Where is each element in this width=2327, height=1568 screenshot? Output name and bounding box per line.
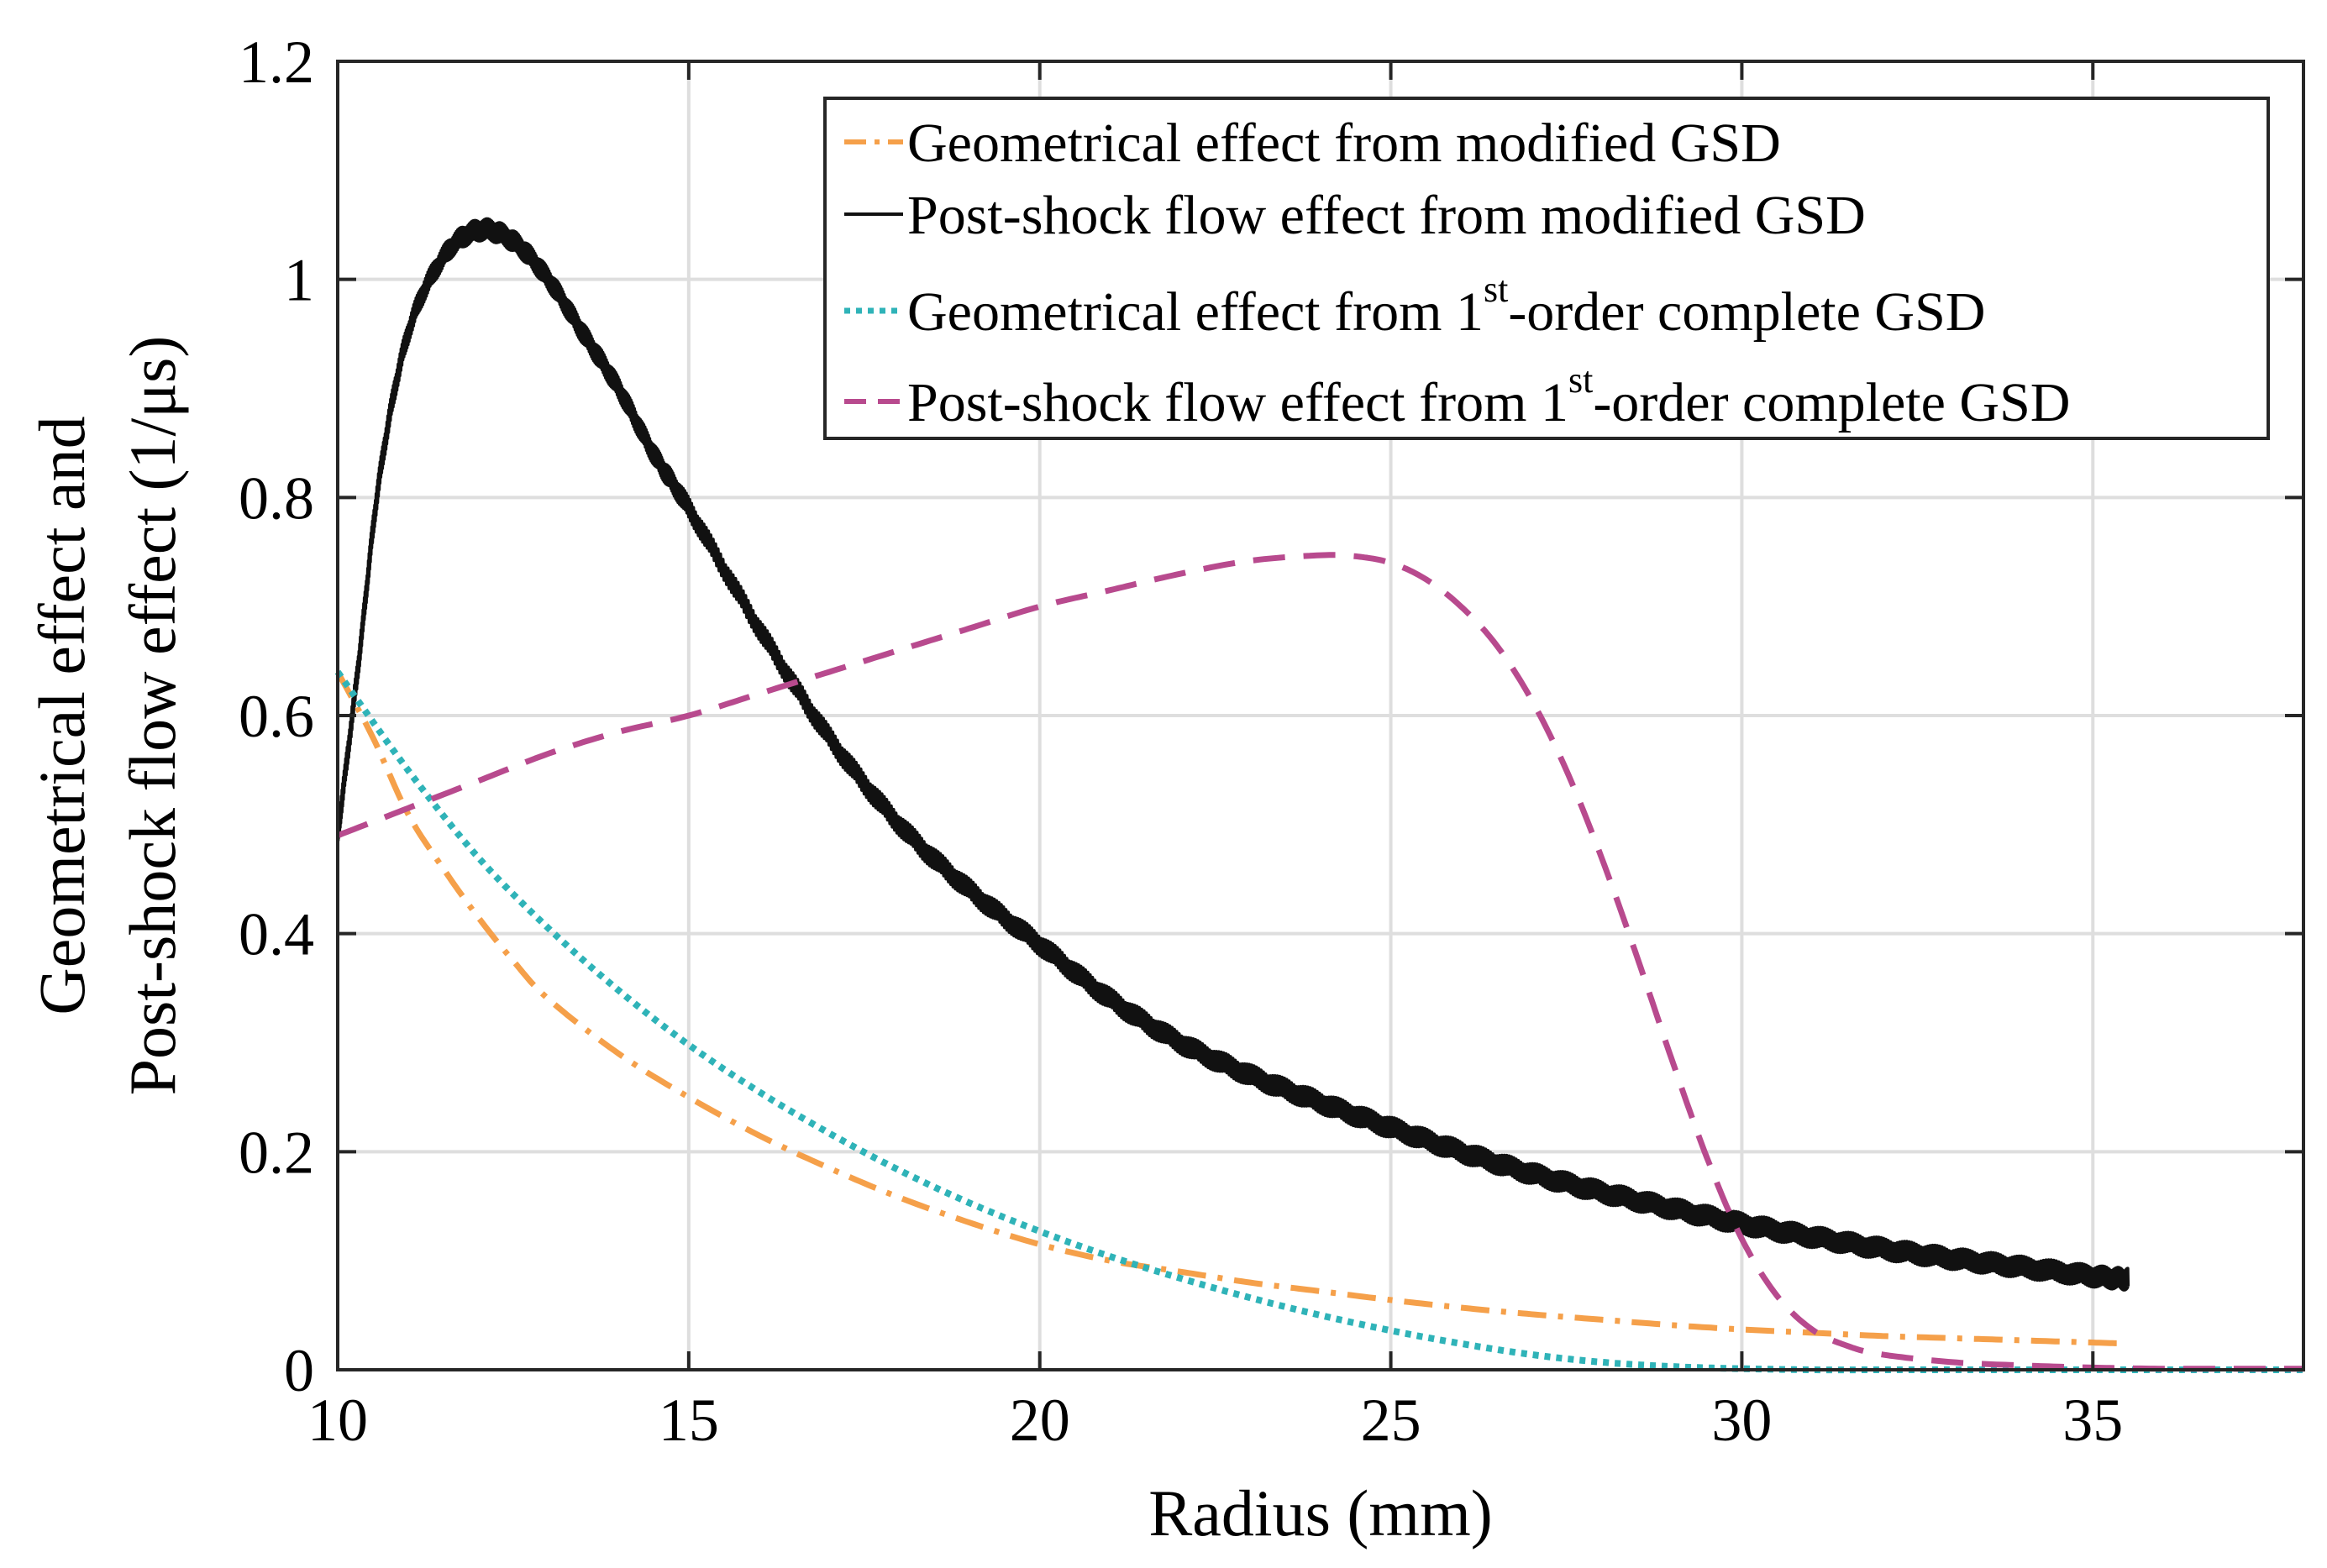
- y-tick-label: 0.4: [239, 901, 314, 968]
- tick-labels: 10 15 20 25 30 35 0 0.2 0.4 0.6 0.8 1 1.2: [239, 29, 2123, 1454]
- y-tick-label: 0.8: [239, 464, 314, 532]
- legend-box: [823, 97, 2270, 440]
- legend: Geometrical effect from modified GSD Pos…: [823, 97, 2270, 440]
- series-line-geo_first: [334, 669, 2305, 1374]
- series-layer: [334, 217, 2305, 1374]
- legend-label-geometrical-modified: Geometrical effect from modified GSD: [907, 113, 1781, 174]
- y-tick-label: 1: [284, 247, 314, 314]
- y-tick-label: 1.2: [239, 29, 314, 96]
- legend-label-geometrical-first-order-main: Geometrical effect from 1: [907, 281, 1484, 343]
- x-tick-label: 35: [2062, 1387, 2123, 1454]
- y-axis-label: Geometrical effect and Post-shock flow e…: [25, 336, 189, 1096]
- y-tick-label: 0: [284, 1337, 314, 1404]
- y-axis-label-line1: Geometrical effect and: [25, 416, 98, 1015]
- x-tick-label: 10: [307, 1387, 368, 1454]
- x-tick-label: 20: [1010, 1387, 1070, 1454]
- ticks: [336, 60, 2303, 1371]
- legend-label-postshock-first-order: Post-shock flow effect from 1st-order co…: [907, 359, 2070, 433]
- legend-label-geometrical-first-order-tail: -order complete GSD: [1508, 281, 1985, 343]
- x-tick-label: 30: [1711, 1387, 1772, 1454]
- x-tick-label: 25: [1361, 1387, 1421, 1454]
- legend-label-postshock-first-order-sup: st: [1568, 359, 1593, 401]
- series-line-flow_first: [336, 552, 2304, 1372]
- x-axis-label: Radius (mm): [1148, 1476, 1492, 1550]
- legend-label-geometrical-first-order-sup: st: [1484, 269, 1508, 310]
- legend-label-postshock-first-order-main: Post-shock flow effect from 1: [907, 372, 1568, 433]
- y-tick-label: 0.6: [239, 683, 314, 750]
- y-axis-label-line2: Post-shock flow effect (1/μs): [116, 336, 189, 1096]
- legend-label-geometrical-first-order: Geometrical effect from 1st-order comple…: [907, 269, 1985, 343]
- x-tick-label: 15: [659, 1387, 719, 1454]
- legend-label-postshock-first-order-tail: -order complete GSD: [1593, 372, 2070, 433]
- y-tick-label: 0.2: [239, 1119, 314, 1186]
- legend-label-postshock-modified: Post-shock flow effect from modified GSD: [907, 185, 1866, 246]
- series-line-flow_mod: [336, 217, 2130, 1292]
